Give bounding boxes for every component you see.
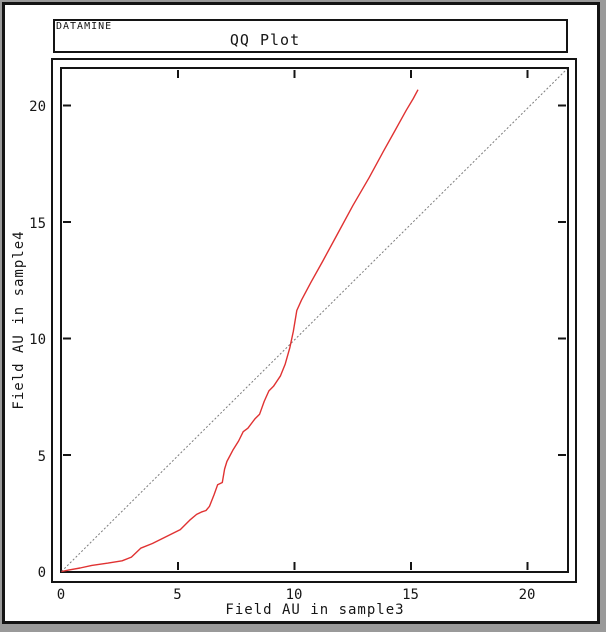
x-tick-label: 0 xyxy=(56,587,66,603)
y-tick-label: 20 xyxy=(29,99,46,115)
qq-curve xyxy=(61,89,419,573)
plot-outer-frame xyxy=(51,58,577,583)
x-axis-title: Field AU in sample3 xyxy=(225,602,405,618)
x-tick-label: 10 xyxy=(285,587,303,603)
y-tick-label: 15 xyxy=(29,215,46,232)
window-frame xyxy=(2,2,600,624)
chart-title: QQ Plot xyxy=(229,31,301,49)
qq-plot-canvas xyxy=(60,67,569,573)
y-axis-title: Field AU in sample4 xyxy=(11,230,27,410)
brand-label: DATAMINE xyxy=(56,21,113,32)
x-tick-label: 15 xyxy=(402,587,419,603)
y-tick-label: 0 xyxy=(37,565,46,581)
identity-reference-line xyxy=(61,68,568,572)
y-tick-label: 5 xyxy=(37,448,46,465)
x-tick-label: 5 xyxy=(173,587,182,603)
x-tick-label: 20 xyxy=(518,587,536,603)
y-tick-label: 10 xyxy=(29,332,46,348)
title-box xyxy=(53,19,568,53)
plot-box-border xyxy=(60,67,569,573)
